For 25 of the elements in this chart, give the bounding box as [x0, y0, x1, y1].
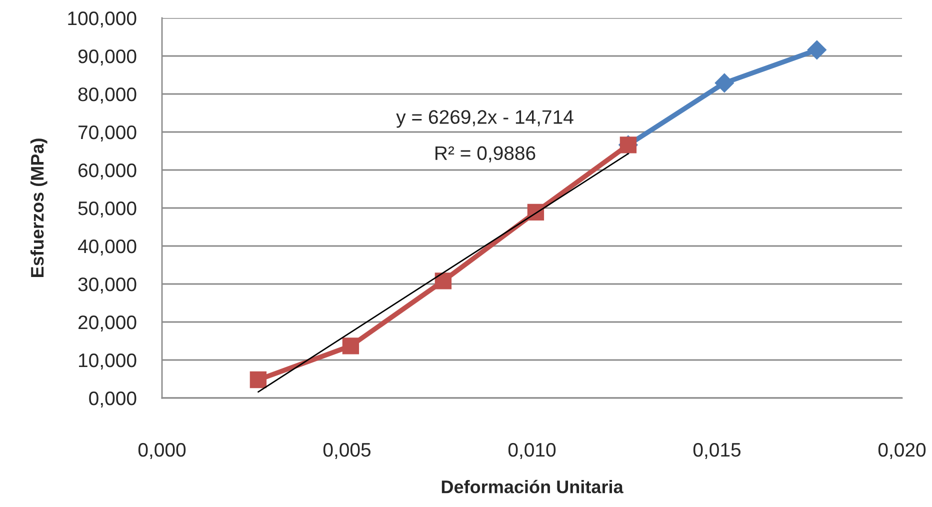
point: [714, 73, 734, 93]
y-tick-label: 90,000: [78, 49, 136, 66]
point: [342, 338, 360, 354]
y-tick-label: 0,000: [89, 391, 136, 408]
y-tick-label: 100,000: [68, 11, 136, 28]
y-tick-label: 70,000: [78, 125, 136, 142]
x-tick-label: 0,020: [878, 442, 926, 460]
x-tick-label: 0,000: [138, 442, 186, 460]
point: [434, 272, 452, 290]
y-tick-label: 40,000: [78, 239, 136, 256]
y-axis-title: Esfuerzos (MPa): [30, 138, 48, 278]
x-tick-label: 0,010: [508, 442, 556, 460]
point: [807, 40, 827, 60]
annotation: y = 6269,2x - 14,714: [396, 110, 574, 128]
y-tick-label: 60,000: [78, 163, 136, 180]
x-axis-title: Deformación Unitaria: [442, 480, 624, 494]
y-tick-label: 10,000: [79, 353, 136, 370]
point: [250, 371, 267, 388]
x-tick-label: 0,015: [693, 442, 741, 460]
y-tick-label: 30,000: [78, 277, 136, 294]
annotation: R² = 0,9886: [436, 146, 536, 162]
y-tick-label: 50,000: [78, 201, 136, 218]
x-tick-label: 0,005: [323, 442, 371, 460]
y-tick-label: 20,000: [78, 315, 136, 332]
y-tick-label: 80,000: [78, 87, 136, 104]
